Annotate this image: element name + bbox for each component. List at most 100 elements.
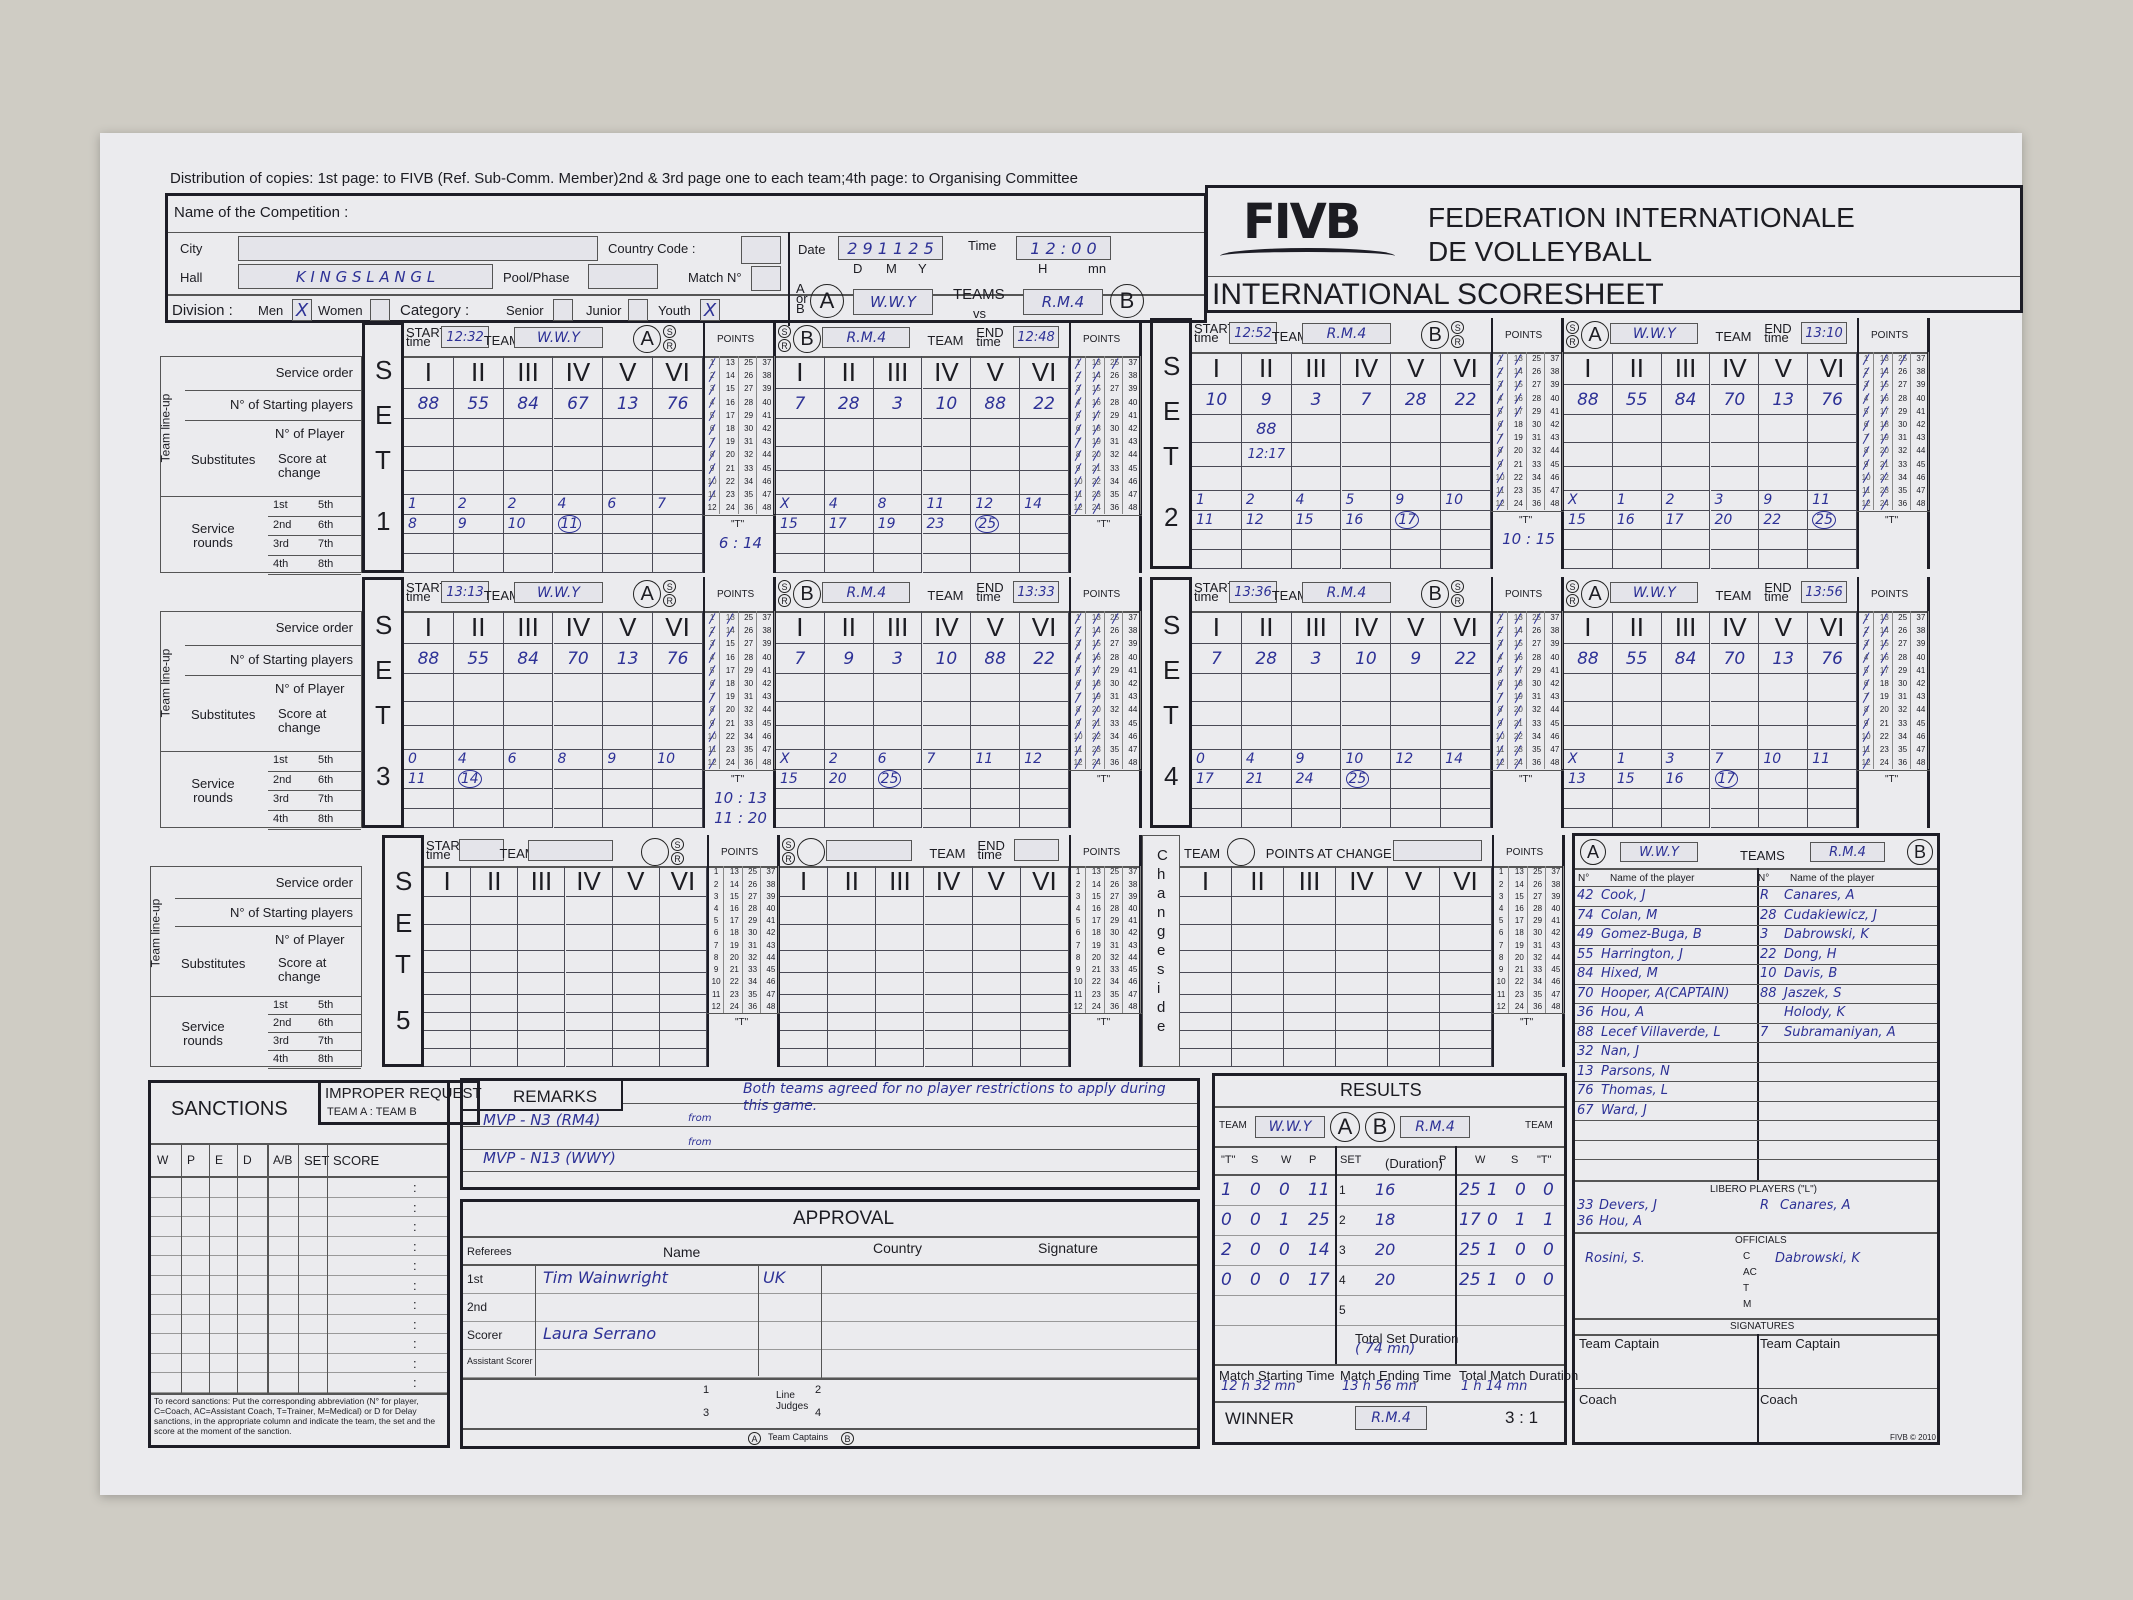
service-round-entry[interactable]: 16 [1341, 510, 1392, 530]
service-round-entry[interactable] [1020, 769, 1069, 789]
substitute-player[interactable] [824, 419, 874, 447]
service-round-entry[interactable]: 17 [1710, 769, 1760, 789]
starting-player[interactable]: 88 [971, 389, 1021, 419]
score-at-change[interactable] [1612, 702, 1662, 726]
service-round-entry[interactable] [1180, 1048, 1232, 1067]
score-at-change[interactable] [1441, 702, 1491, 726]
service-round-entry[interactable] [653, 514, 703, 534]
service-round-entry[interactable] [1759, 769, 1809, 789]
score-at-change[interactable] [404, 726, 454, 750]
service-round-entry[interactable]: 12 [1020, 750, 1069, 770]
service-round-entry[interactable] [1241, 789, 1292, 809]
substitute-player[interactable] [1661, 415, 1711, 443]
service-round-entry[interactable] [518, 994, 566, 1013]
service-round-entry[interactable] [553, 553, 604, 573]
score-at-change[interactable] [453, 702, 504, 726]
service-round-entry[interactable] [1441, 808, 1491, 828]
receive-indicator[interactable]: R [778, 339, 791, 352]
score-at-change[interactable] [1180, 972, 1232, 995]
score-at-change[interactable] [922, 702, 972, 726]
service-round-entry[interactable] [971, 534, 1021, 554]
service-round-entry[interactable]: 14 [1441, 750, 1491, 770]
service-round-entry[interactable] [972, 994, 1021, 1013]
substitute-player[interactable]: 88 [1241, 415, 1292, 443]
service-round-entry[interactable] [924, 1030, 973, 1049]
service-round-entry[interactable]: 17 [1192, 769, 1242, 789]
service-round-entry[interactable]: 14 [453, 769, 504, 789]
score-at-change[interactable] [776, 471, 825, 495]
score-at-change[interactable] [922, 726, 972, 750]
starting-player[interactable]: 67 [553, 389, 604, 419]
service-round-entry[interactable]: 20 [1710, 510, 1760, 530]
score-at-change[interactable] [503, 702, 554, 726]
referee-country[interactable]: UK [763, 1268, 786, 1287]
substitute-player[interactable] [653, 674, 703, 702]
score-at-change[interactable] [565, 972, 613, 995]
service-round-entry[interactable] [1020, 1012, 1069, 1031]
service-round-entry[interactable] [1391, 530, 1442, 550]
service-round-entry[interactable]: 4 [1291, 491, 1342, 511]
score-at-change[interactable] [780, 950, 829, 973]
city-field[interactable] [238, 236, 598, 261]
service-round-entry[interactable] [1341, 549, 1392, 569]
service-round-entry[interactable]: 25 [1341, 769, 1392, 789]
score-at-change[interactable] [453, 471, 504, 495]
service-round-entry[interactable] [424, 994, 472, 1013]
service-round-entry[interactable] [1710, 549, 1760, 569]
service-round-entry[interactable] [1020, 808, 1069, 828]
sanction-row[interactable]: : [151, 1237, 447, 1256]
score-at-change[interactable] [1661, 726, 1711, 750]
score-at-change[interactable] [922, 447, 972, 471]
score-at-change[interactable] [471, 972, 519, 995]
score-at-change[interactable] [404, 447, 454, 471]
score-at-change[interactable] [603, 702, 654, 726]
team-name-field[interactable]: W.W.Y [1610, 323, 1699, 344]
service-round-entry[interactable] [828, 1012, 877, 1031]
service-round-entry[interactable] [1759, 789, 1809, 809]
service-round-entry[interactable] [404, 534, 454, 554]
starting-player[interactable]: 28 [1391, 385, 1442, 415]
receive-indicator[interactable]: R [663, 594, 677, 607]
service-round-entry[interactable]: 22 [1759, 510, 1809, 530]
service-round-entry[interactable] [659, 1048, 707, 1067]
substitute-player[interactable] [1612, 415, 1662, 443]
service-round-entry[interactable] [876, 1048, 925, 1067]
service-round-entry[interactable]: 10 [653, 750, 703, 770]
substitute-player[interactable] [553, 674, 604, 702]
starting-player[interactable]: 22 [1020, 389, 1069, 419]
service-round-entry[interactable] [471, 994, 519, 1013]
service-round-entry[interactable] [1441, 789, 1491, 809]
score-at-change[interactable] [971, 471, 1021, 495]
service-round-entry[interactable] [453, 808, 504, 828]
sanction-row[interactable]: : [151, 1334, 447, 1354]
service-round-entry[interactable] [876, 994, 925, 1013]
service-round-entry[interactable] [603, 808, 654, 828]
service-round-entry[interactable] [776, 534, 825, 554]
service-round-entry[interactable] [1020, 789, 1069, 809]
score-at-change[interactable] [1564, 443, 1613, 467]
score-at-change[interactable] [659, 950, 707, 973]
service-round-entry[interactable] [972, 1048, 1021, 1067]
service-round-entry[interactable]: 15 [1291, 510, 1342, 530]
substitute-player[interactable] [424, 924, 472, 951]
signature-field[interactable] [821, 1322, 822, 1350]
score-at-change[interactable] [1241, 726, 1292, 750]
starting-player[interactable]: 22 [1441, 385, 1491, 415]
service-round-entry[interactable]: 7 [1710, 750, 1760, 770]
service-round-entry[interactable] [503, 534, 554, 554]
starting-player[interactable]: 7 [1341, 385, 1392, 415]
pool-field[interactable] [588, 264, 658, 289]
score-at-change[interactable] [503, 447, 554, 471]
service-round-entry[interactable] [1192, 789, 1242, 809]
youth-checkbox[interactable]: X [700, 299, 720, 321]
substitute-player[interactable] [503, 674, 554, 702]
serve-indicator[interactable]: S [663, 580, 677, 593]
service-round-entry[interactable] [1020, 1030, 1069, 1049]
score-at-change[interactable] [876, 972, 925, 995]
service-round-entry[interactable]: 15 [776, 514, 825, 534]
service-round-entry[interactable] [780, 1048, 829, 1067]
service-round-entry[interactable] [1388, 1030, 1440, 1049]
score-at-change[interactable] [553, 447, 604, 471]
service-round-entry[interactable]: 10 [1441, 491, 1491, 511]
serve-indicator[interactable]: S [778, 580, 791, 593]
